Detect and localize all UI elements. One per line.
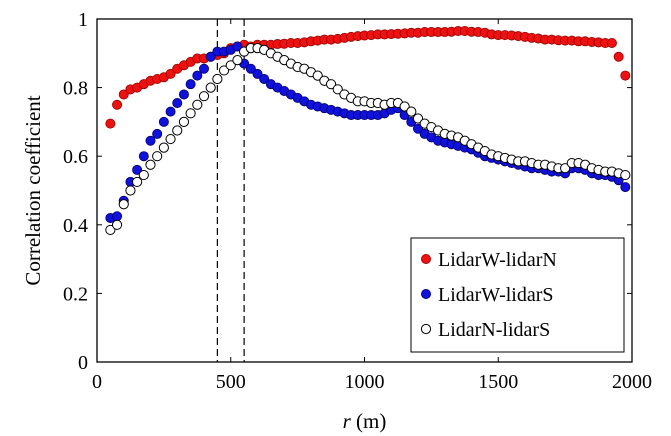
x-axis-variable: r <box>343 409 352 433</box>
data-point <box>185 79 196 90</box>
x-tick-label: 1000 <box>345 371 385 393</box>
data-point <box>218 65 230 76</box>
plot-area-frame <box>96 18 633 363</box>
data-point <box>192 70 203 81</box>
data-point <box>111 219 123 230</box>
y-axis-label: Correlation coefficient <box>21 95 45 285</box>
data-point <box>259 74 270 85</box>
data-point <box>132 164 143 175</box>
legend-marker <box>420 323 432 335</box>
legend-marker <box>420 253 431 264</box>
data-point <box>158 142 169 153</box>
data-point <box>125 185 136 196</box>
x-axis-label: r (m) <box>343 409 387 433</box>
data-point <box>620 169 631 181</box>
data-point <box>192 99 203 110</box>
legend: LidarW-lidarN LidarW-lidarS LidarN-lidarS <box>410 237 625 353</box>
y-tick-label: 0.6 <box>63 146 88 168</box>
legend-label: LidarW-lidarS <box>438 284 554 306</box>
data-point <box>185 108 196 119</box>
data-point <box>138 169 149 181</box>
data-point <box>312 70 323 81</box>
x-axis-unit: (m) <box>351 409 387 433</box>
data-point <box>105 224 116 236</box>
data-point <box>165 68 176 79</box>
data-point <box>412 123 423 134</box>
legend-label: LidarW-lidarN <box>438 249 557 271</box>
series-2 <box>105 43 631 236</box>
data-point <box>332 84 343 95</box>
x-tick-label: 1500 <box>478 371 518 393</box>
data-point <box>118 89 129 100</box>
data-point <box>399 101 410 112</box>
data-point <box>325 79 337 90</box>
axis-ticks: 0 500 1000 1500 2000 0 0.2 0.4 0.6 0.8 1 <box>63 9 652 393</box>
data-point <box>118 199 129 210</box>
x-tick-label: 0 <box>92 371 102 393</box>
x-tick-label: 500 <box>216 371 246 393</box>
x-tick-label: 2000 <box>612 371 652 393</box>
data-point <box>145 135 156 146</box>
data-point <box>145 159 156 170</box>
data-point <box>178 116 190 128</box>
data-point <box>132 176 143 188</box>
data-point <box>172 125 183 136</box>
data-point <box>158 116 169 127</box>
data-point <box>112 99 123 110</box>
data-point <box>205 82 216 93</box>
data-point <box>172 98 183 109</box>
data-point <box>232 41 243 52</box>
data-point <box>412 113 424 124</box>
legend-marker <box>420 288 431 299</box>
y-tick-label: 0.2 <box>63 283 88 305</box>
data-point <box>152 151 163 162</box>
y-tick-label: 0 <box>78 352 88 374</box>
data-points <box>105 26 631 236</box>
y-tick-label: 1 <box>78 9 88 31</box>
y-tick-label: 0.8 <box>63 78 88 100</box>
data-point <box>613 51 624 62</box>
data-point <box>620 182 631 193</box>
y-tick-label: 0.4 <box>63 215 88 237</box>
data-point <box>138 151 149 162</box>
legend-label: LidarN-lidarS <box>438 319 550 341</box>
data-point <box>252 68 263 79</box>
data-point <box>165 106 176 117</box>
data-point <box>245 63 256 74</box>
data-point <box>205 51 216 62</box>
data-point <box>225 60 236 71</box>
data-point <box>406 106 417 117</box>
data-point <box>198 91 210 102</box>
series-0 <box>105 26 631 129</box>
data-point <box>165 133 176 145</box>
data-point <box>620 70 631 81</box>
legend-box <box>410 237 625 353</box>
data-point <box>105 118 116 129</box>
data-point <box>606 38 617 49</box>
data-point <box>152 128 163 139</box>
data-point <box>232 55 243 66</box>
data-point <box>178 89 189 100</box>
data-point <box>212 73 223 85</box>
data-point <box>560 163 571 174</box>
data-point <box>112 211 123 222</box>
data-point <box>198 63 209 74</box>
